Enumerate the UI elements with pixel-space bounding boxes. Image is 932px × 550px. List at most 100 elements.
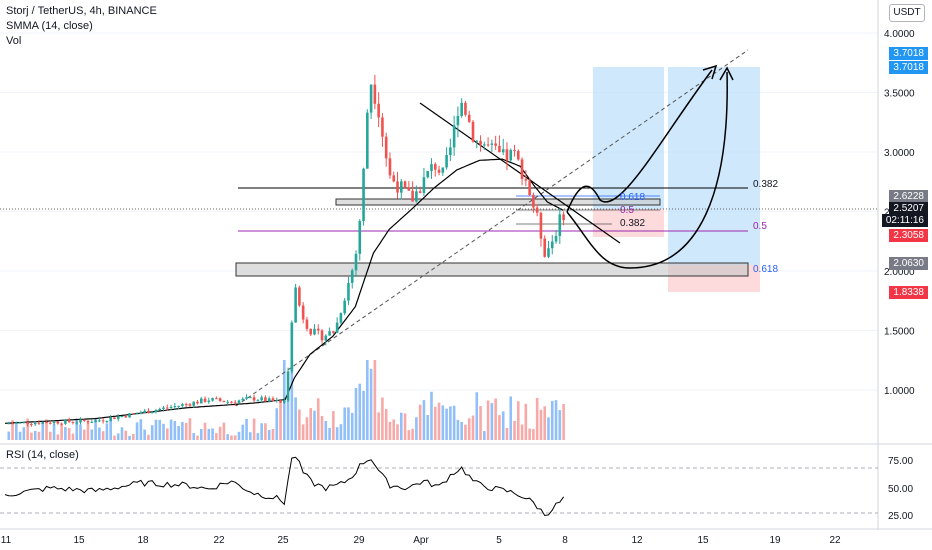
candle-body [532,195,535,208]
volume-bar [558,410,562,440]
volume-bar [67,428,71,440]
candle-body [366,112,369,169]
candle-body [452,125,456,148]
candles [7,74,565,427]
volume-bar [377,412,380,440]
volume-bar [132,434,135,440]
volume-bar [177,426,180,440]
candle-body [113,417,116,419]
volume-bar [37,431,41,440]
volume-bar [547,417,550,440]
volume-bar [388,421,392,440]
volume-bar [22,427,26,440]
volume-bar [211,428,214,440]
volume-bar [422,400,426,440]
candle-body [290,322,294,372]
volume-bar [275,408,279,440]
candle-body [494,143,497,146]
price-tag-target-b: 3.7018 [889,61,928,74]
volume-bar [124,430,128,440]
volume-bar [260,423,263,440]
volume-bar [392,419,396,440]
candle-body [528,180,531,196]
volume-bar [347,407,350,440]
volume-bar [26,418,29,440]
volume-bar [441,405,445,440]
volume-bar [116,433,120,440]
candle-body [547,248,550,257]
candle-body [505,149,509,161]
candle-body [101,420,105,422]
volume-bar [98,427,101,440]
projection-arrowhead-1 [702,64,718,80]
candle-body [109,417,112,421]
volume-bar [192,432,196,440]
volume-bar [524,403,528,440]
volume-bar [101,431,105,440]
candle-body [339,313,343,323]
volume-bar [150,425,154,440]
candle-body [11,423,14,425]
candle-body [67,419,71,422]
candle-body [79,419,82,423]
candle-body [230,401,233,403]
volume-bar [335,427,339,440]
volume-bar [554,400,558,440]
volume-bar [418,404,422,440]
candle-body [422,177,426,193]
volume-bar [490,403,494,440]
candle-body [211,398,214,401]
volume-bar [483,431,486,440]
candle-body [343,300,346,314]
candle-body [162,407,165,409]
volume-bar [437,402,441,440]
candle-body [433,164,437,170]
price-tick-label: 4.0000 [884,29,915,40]
volume-bar [199,428,203,440]
volume-bar [516,401,520,440]
volume-bar [162,423,165,440]
volume-bar [128,435,131,440]
time-tick-label: 18 [137,535,149,546]
candle-body [535,207,539,213]
price-tag-2622: 2.6228 [889,190,928,203]
candle-body [26,422,29,425]
volume-bar [324,420,328,440]
candle-body [64,419,67,424]
candle-body [407,187,411,191]
price-tick-label: 2.0000 [884,267,915,278]
candle-body [562,214,565,221]
volume-bar [543,406,547,440]
price-tick-label: 3.0000 [884,148,915,159]
price-tick-label: 1.0000 [884,386,915,397]
volume-bar [373,360,377,440]
volume-bars [7,360,565,440]
price-tag-current: 2.5207 [889,202,928,215]
volume-bar [113,435,116,440]
volume-bar [471,415,475,440]
volume-bar [241,424,245,440]
volume-bar [316,398,320,440]
smma-legend: SMMA (14, close) [6,20,93,32]
volume-bar [539,409,543,440]
volume-bar [498,415,501,440]
volume-bar [562,404,565,440]
volume-bar [165,428,169,440]
candle-body [301,305,305,320]
volume-bar [403,413,407,440]
candle-body [237,400,241,404]
candle-body [132,413,135,415]
volume-bar [509,396,513,440]
volume-bar [535,397,539,440]
candle-body [286,371,290,401]
volume-bar [399,412,403,440]
candle-body [347,282,350,301]
candle-body [264,397,267,402]
volume-bar [237,431,241,440]
currency-button[interactable]: USDT [889,4,925,22]
volume-bar [449,406,452,440]
volume-bar [309,408,313,440]
candle-body [124,416,128,418]
volume-bar [343,407,346,440]
